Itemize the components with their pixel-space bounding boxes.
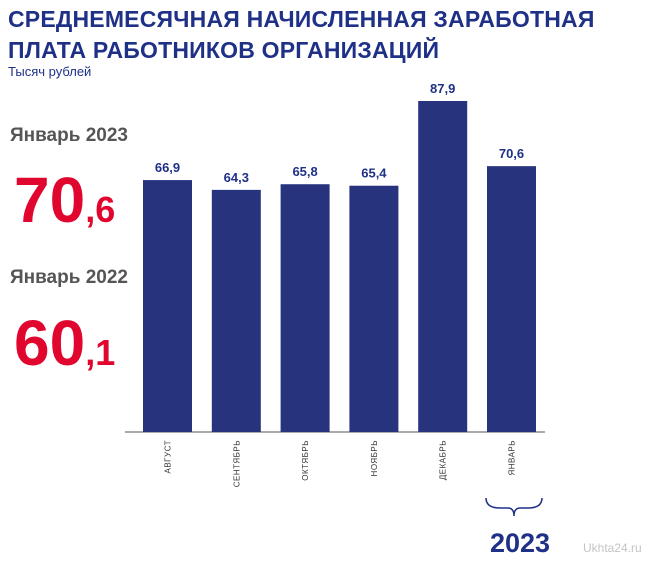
highlight-value-2023-dec: ,6 [85, 189, 116, 230]
bar-5 [418, 101, 468, 432]
category-label-4: НОЯБРЬ [370, 440, 379, 476]
watermark: Ukhta24.ru [583, 541, 642, 555]
highlight-label-2023: Январь 2023 [10, 125, 128, 146]
category-label-1: АВГУСТ [164, 440, 173, 473]
bar-4 [349, 185, 399, 432]
value-label-5: 87,9 [430, 81, 455, 96]
bar-6 [487, 166, 536, 432]
year-brace [485, 497, 543, 517]
category-label-6: ЯНВАРЬ [508, 440, 517, 476]
highlight-label-2022: Январь 2022 [10, 267, 128, 288]
highlight-value-2022-int: 60 [14, 307, 86, 379]
value-label-3: 65,8 [292, 164, 317, 179]
bar-1 [143, 180, 192, 432]
highlight-value-2023: 70,6 [14, 168, 115, 242]
chart-title: СРЕДНЕМЕСЯЧНАЯ НАЧИСЛЕННАЯ ЗАРАБОТНАЯ ПЛ… [8, 6, 595, 63]
category-label-3: ОКТЯБРЬ [301, 440, 310, 481]
unit-label: Тысяч рублей [8, 64, 92, 79]
category-label-5: ДЕКАБРЬ [439, 440, 448, 480]
year-label: 2023 [490, 528, 551, 558]
highlight-value-2023-int: 70 [14, 164, 86, 236]
value-label-2: 64,3 [224, 170, 249, 185]
category-label-2: СЕНТЯБРЬ [232, 440, 241, 487]
bar-3 [280, 184, 330, 432]
highlight-value-2022: 60,1 [14, 311, 115, 385]
value-label-4: 65,4 [361, 166, 387, 181]
value-label-1: 66,9 [155, 160, 180, 175]
highlight-value-2022-dec: ,1 [85, 332, 116, 373]
value-label-6: 70,6 [499, 146, 524, 161]
bar-2 [211, 189, 261, 432]
